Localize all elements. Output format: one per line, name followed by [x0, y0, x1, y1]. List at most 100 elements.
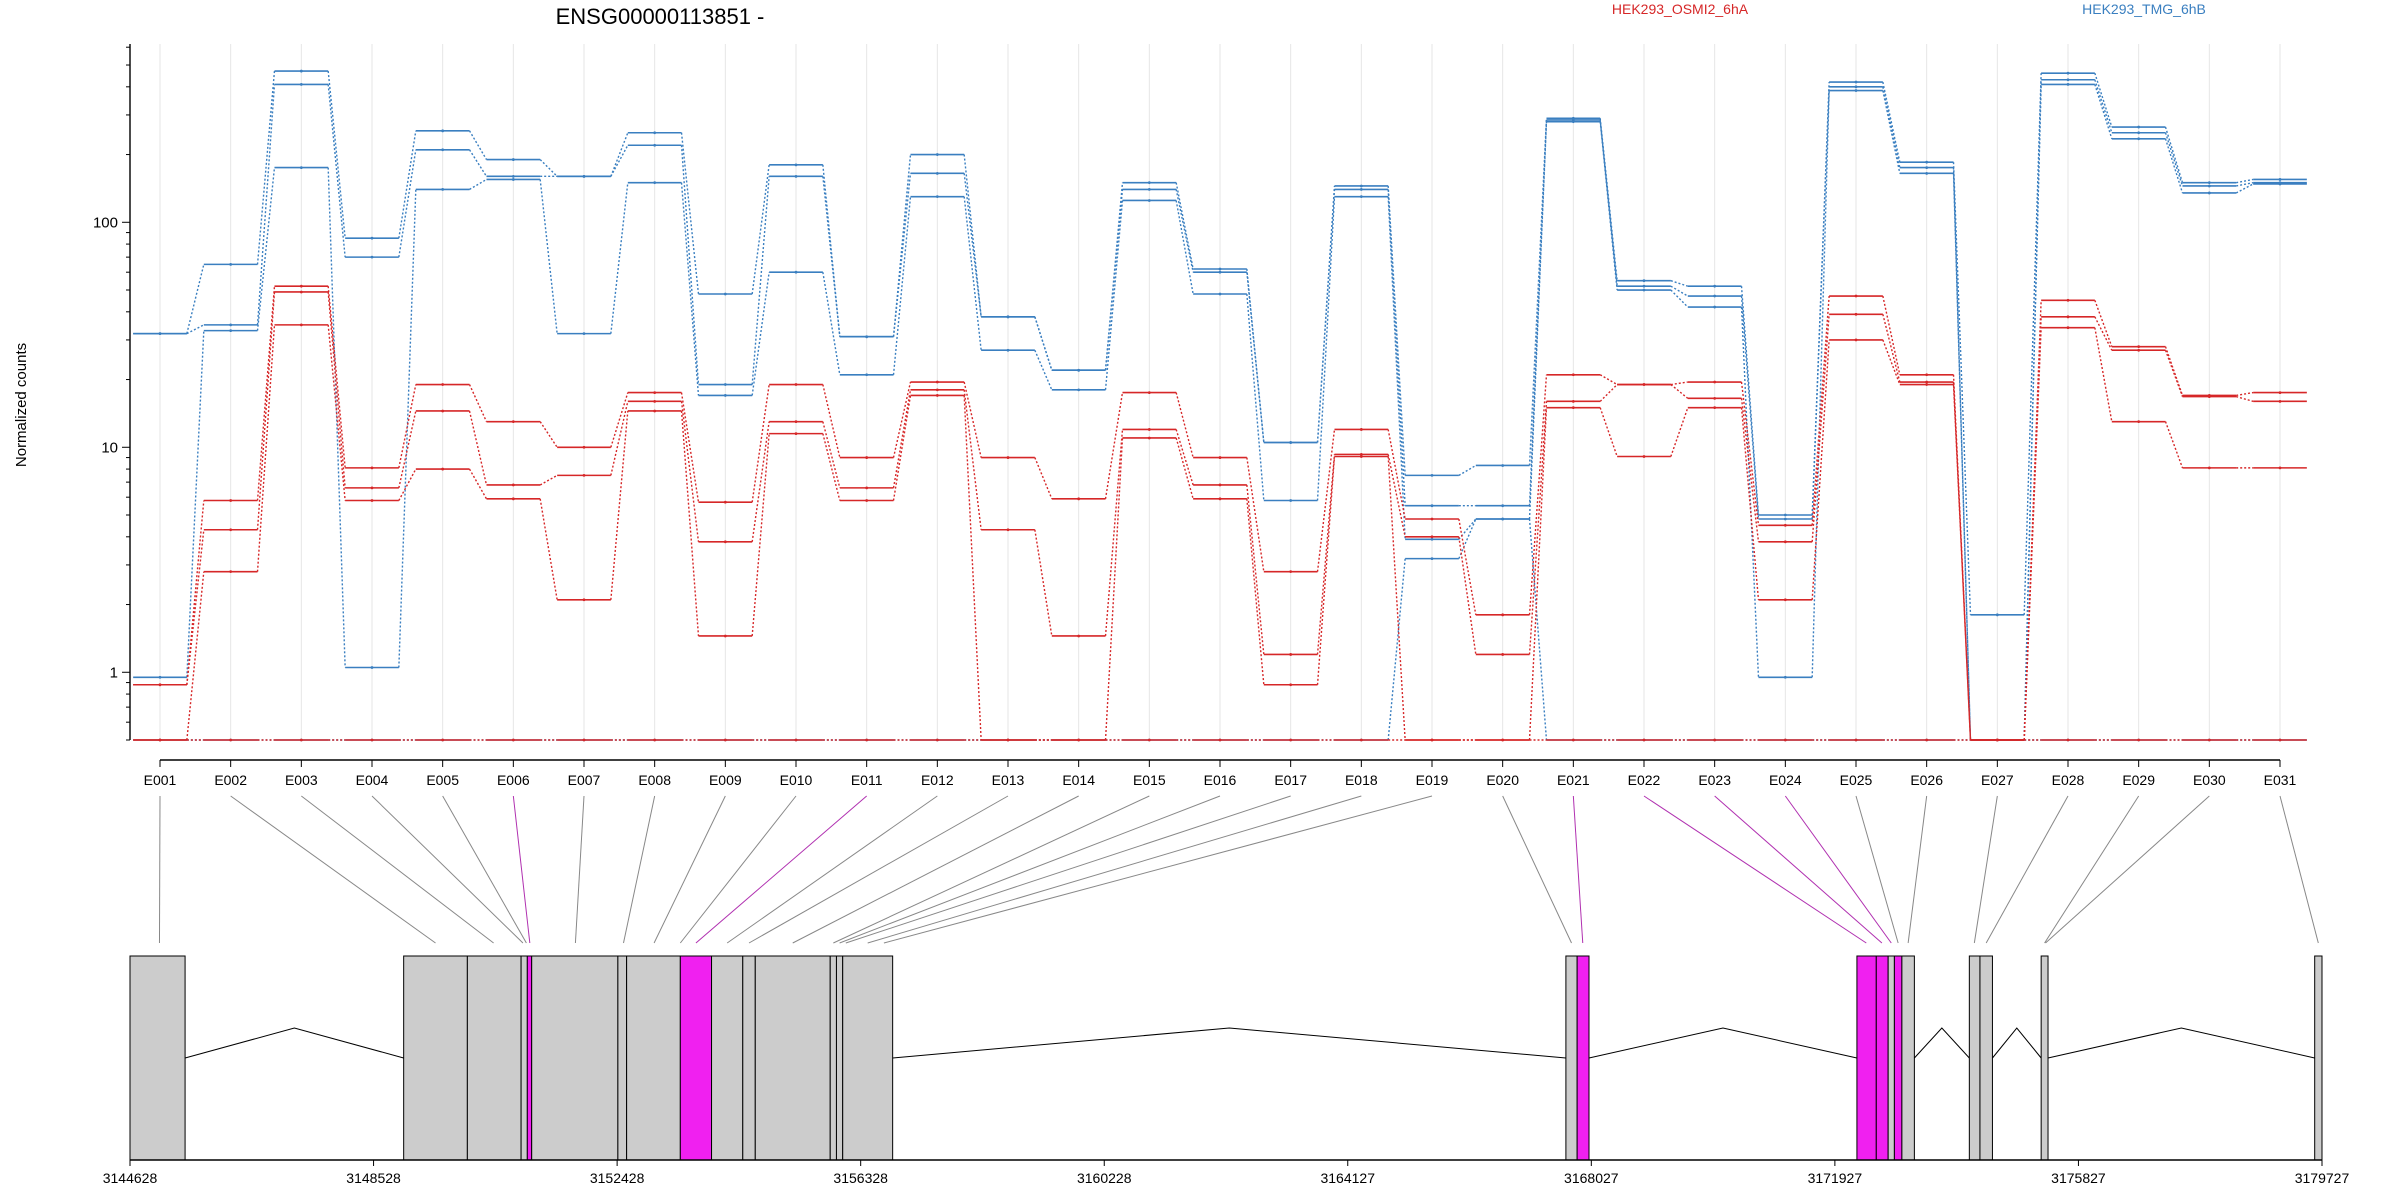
- data-point: [441, 188, 445, 191]
- data-point: [1006, 456, 1010, 459]
- data-point: [441, 148, 445, 152]
- data-point: [1783, 523, 1787, 527]
- data-point: [370, 499, 374, 502]
- series-transitions: [186, 84, 2254, 741]
- data-point: [582, 738, 586, 742]
- exon: [1968, 955, 1981, 1161]
- exon: [1979, 955, 1993, 1161]
- data-point: [229, 499, 233, 502]
- data-point: [1359, 184, 1363, 188]
- data-point: [935, 153, 939, 156]
- data-point: [158, 683, 162, 687]
- series-transitions: [186, 291, 2254, 741]
- data-point: [1642, 383, 1646, 386]
- data-point: [582, 174, 586, 178]
- data-point: [1289, 441, 1293, 444]
- data-point: [1218, 456, 1222, 459]
- data-point: [1995, 738, 1999, 742]
- bin-link-e012: [726, 795, 938, 944]
- bin-link-e009: [653, 795, 726, 944]
- bin-link-e014: [792, 795, 1079, 944]
- data-point: [1289, 570, 1293, 574]
- data-point: [299, 69, 303, 73]
- data-point: [2066, 326, 2070, 330]
- data-point: [723, 540, 727, 544]
- x-tick-label-e012: E012: [921, 772, 954, 788]
- x-tick-label-e013: E013: [992, 772, 1025, 788]
- exon-highlighted: [1875, 955, 1889, 1161]
- data-point: [1006, 738, 1010, 742]
- bin-link-e015: [833, 795, 1150, 944]
- data-point: [935, 171, 939, 175]
- x-axis: E001 E002 E003 E004 E005 E006 E007 E008 E009 E010…: [144, 759, 2297, 788]
- data-point: [229, 262, 233, 266]
- bin-link-e001: [158, 795, 161, 944]
- data-point: [1713, 738, 1717, 742]
- exon-highlighted: [526, 955, 533, 1161]
- x-tick-label-e027: E027: [1981, 772, 2014, 788]
- coord-tick-label: 3156328: [833, 1170, 888, 1186]
- data-point: [582, 445, 586, 449]
- data-point: [865, 335, 869, 339]
- x-tick-label-e005: E005: [426, 772, 459, 788]
- data-point: [1359, 738, 1363, 742]
- x-tick-label-e021: E021: [1557, 772, 1590, 788]
- data-point: [935, 388, 939, 392]
- data-point: [441, 129, 445, 133]
- data-point: [2137, 420, 2141, 424]
- data-point: [1501, 504, 1505, 508]
- x-tick-label-e006: E006: [497, 772, 530, 788]
- data-point: [2137, 137, 2141, 141]
- x-tick-label-e001: E001: [144, 772, 177, 788]
- data-point: [653, 391, 657, 394]
- data-point: [158, 738, 162, 742]
- data-point: [2207, 395, 2211, 398]
- y-tick-label: 10: [101, 439, 118, 456]
- data-point: [2278, 466, 2282, 470]
- bin-link-e023: [1714, 795, 1883, 944]
- series-lines: [133, 69, 2307, 742]
- data-point: [1006, 315, 1010, 319]
- data-point: [1783, 517, 1787, 521]
- coord-tick-label: 3160228: [1077, 1170, 1132, 1186]
- data-point: [1925, 160, 1929, 164]
- series-osmi-6: [133, 290, 2307, 742]
- data-point: [1713, 396, 1717, 400]
- data-point: [1006, 348, 1010, 352]
- data-point: [653, 399, 657, 403]
- exon: [711, 955, 744, 1161]
- data-point: [865, 738, 869, 742]
- x-tick-label-e022: E022: [1628, 772, 1661, 788]
- y-axis-label: Normalized counts: [13, 343, 30, 467]
- data-point: [2278, 391, 2282, 394]
- data-point: [299, 166, 303, 170]
- series-transitions: [186, 324, 2254, 741]
- data-point: [935, 195, 939, 199]
- data-point: [2278, 738, 2282, 742]
- data-point: [1077, 497, 1081, 501]
- intron: [892, 1027, 1566, 1059]
- data-point: [723, 500, 727, 504]
- data-point: [2207, 181, 2211, 185]
- data-point: [1925, 171, 1929, 175]
- data-point: [865, 499, 869, 502]
- data-point: [2278, 399, 2282, 403]
- x-tick-label-e007: E007: [568, 772, 601, 788]
- data-point: [511, 178, 515, 181]
- data-point: [370, 466, 374, 470]
- data-point: [1713, 380, 1717, 384]
- x-tick-label-e020: E020: [1486, 772, 1519, 788]
- data-point: [1925, 738, 1929, 742]
- data-point: [1925, 373, 1929, 377]
- data-point: [1430, 535, 1434, 539]
- data-point: [1359, 195, 1363, 199]
- exon-highlighted: [679, 955, 713, 1161]
- data-point: [1218, 267, 1222, 271]
- x-tick-label-e026: E026: [1910, 772, 1943, 788]
- data-point: [2066, 71, 2070, 75]
- data-point: [1854, 85, 1858, 89]
- bin-link-e026: [1907, 795, 1928, 944]
- data-point: [1783, 598, 1787, 602]
- x-tick-label-e015: E015: [1133, 772, 1166, 788]
- exon-highlighted: [1893, 955, 1903, 1161]
